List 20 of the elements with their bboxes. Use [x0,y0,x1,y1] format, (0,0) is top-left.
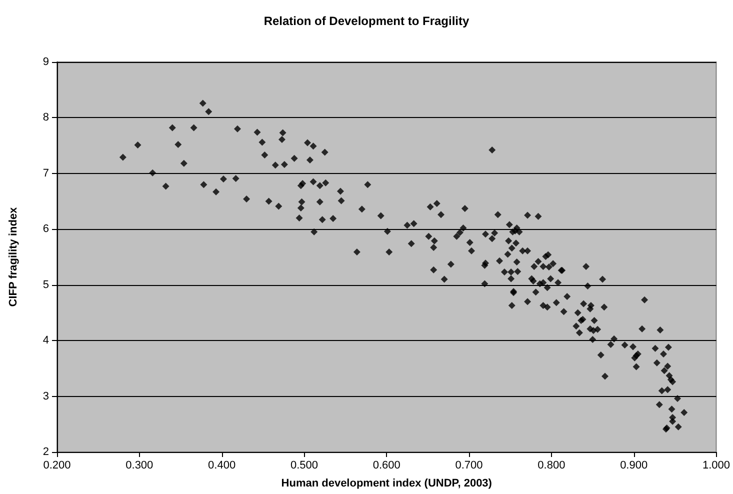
x-tick-label: 0.200 [43,460,71,472]
y-tick-label: 5 [42,278,49,291]
x-tick-label: 0.900 [620,460,648,472]
chart-title: Relation of Development to Fragility [264,14,470,28]
x-tick-label: 0.800 [538,460,566,472]
y-tick-label: 3 [42,390,49,402]
x-tick-label: 0.400 [208,460,236,472]
y-tick-label: 9 [42,56,49,68]
x-tick-label: 0.700 [455,460,483,472]
y-tick-label: 7 [42,167,49,180]
y-axis-title: CIFP fragility index [8,206,20,307]
x-tick-label: 0.600 [372,460,400,472]
y-tick-label: 6 [42,223,49,236]
x-tick-label: 0.500 [290,460,318,472]
x-axis-title: Human development index (UNDP, 2003) [281,478,492,490]
y-tick-label: 8 [42,112,49,124]
x-tick-label: 1.000 [702,460,730,472]
x-tick-label: 0.300 [126,460,154,472]
y-tick-label: 4 [42,334,49,347]
y-tick-label: 2 [42,446,49,458]
